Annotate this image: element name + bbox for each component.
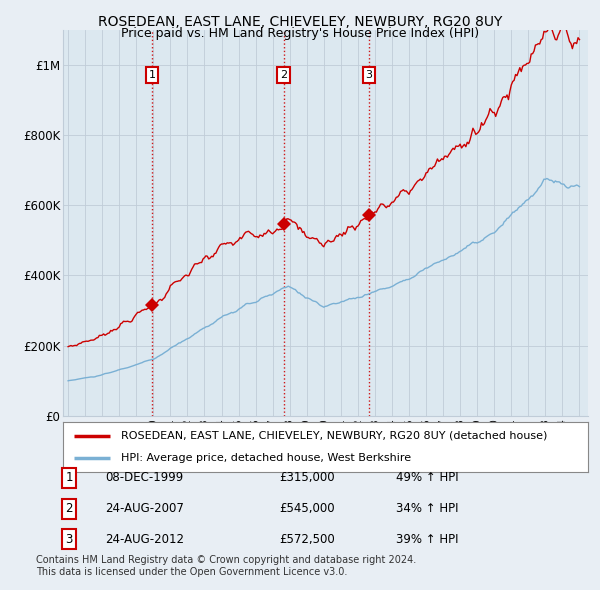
- Text: Price paid vs. HM Land Registry's House Price Index (HPI): Price paid vs. HM Land Registry's House …: [121, 27, 479, 40]
- Text: 3: 3: [365, 70, 372, 80]
- Text: 1: 1: [65, 471, 73, 484]
- Text: 39% ↑ HPI: 39% ↑ HPI: [396, 533, 458, 546]
- Text: ROSEDEAN, EAST LANE, CHIEVELEY, NEWBURY, RG20 8UY: ROSEDEAN, EAST LANE, CHIEVELEY, NEWBURY,…: [98, 15, 502, 29]
- Text: £572,500: £572,500: [279, 533, 335, 546]
- Text: ROSEDEAN, EAST LANE, CHIEVELEY, NEWBURY, RG20 8UY (detached house): ROSEDEAN, EAST LANE, CHIEVELEY, NEWBURY,…: [121, 431, 547, 441]
- Text: Contains HM Land Registry data © Crown copyright and database right 2024.
This d: Contains HM Land Registry data © Crown c…: [36, 555, 416, 577]
- Text: 34% ↑ HPI: 34% ↑ HPI: [396, 502, 458, 515]
- Text: 08-DEC-1999: 08-DEC-1999: [105, 471, 183, 484]
- Text: 49% ↑ HPI: 49% ↑ HPI: [396, 471, 458, 484]
- Text: 2: 2: [65, 502, 73, 515]
- Text: £545,000: £545,000: [279, 502, 335, 515]
- Text: 2: 2: [280, 70, 287, 80]
- Text: HPI: Average price, detached house, West Berkshire: HPI: Average price, detached house, West…: [121, 453, 411, 463]
- Text: 24-AUG-2012: 24-AUG-2012: [105, 533, 184, 546]
- Text: 24-AUG-2007: 24-AUG-2007: [105, 502, 184, 515]
- Text: £315,000: £315,000: [279, 471, 335, 484]
- Text: 3: 3: [65, 533, 73, 546]
- Text: 1: 1: [148, 70, 155, 80]
